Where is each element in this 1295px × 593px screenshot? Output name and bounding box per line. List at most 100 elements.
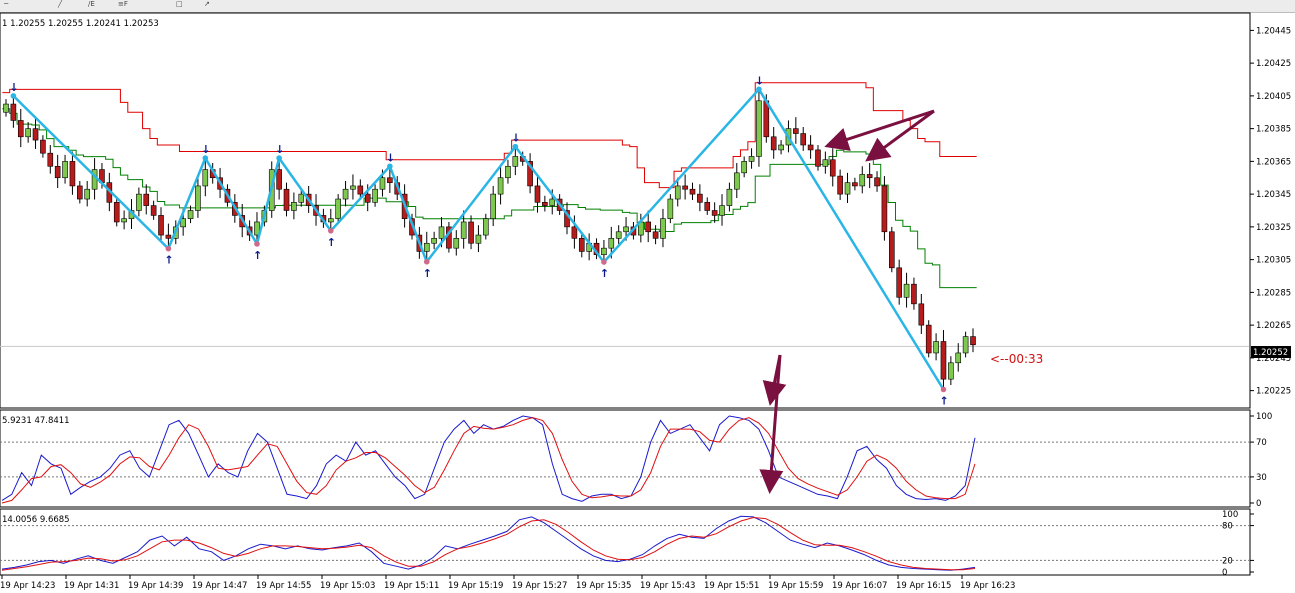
bull-candle: [667, 198, 674, 219]
fibonacci-icon[interactable]: ─: [4, 0, 9, 8]
bull-candle: [719, 205, 725, 216]
bear-candle: [645, 221, 652, 233]
ohlc-header: 1 1.20255 1.20255 1.20241 1.20253: [2, 19, 159, 29]
price-layer: ↓ ↑ ↓ ↑ ↓ ↑ ↓ ↑ ↓ ↑ ↓ ↑: [0, 74, 1249, 407]
bull-candle: [475, 234, 482, 244]
fibo-e-icon[interactable]: /E: [88, 0, 95, 8]
stoch1-level-label: 30: [1256, 473, 1267, 483]
bull-candle: [674, 185, 681, 200]
bull-candle: [748, 156, 755, 162]
bear-candle: [866, 174, 873, 179]
x-tick-label: 19 Apr 15:51: [704, 581, 759, 591]
annotation-arrow: [759, 354, 784, 494]
stoch2-main-line: [1, 515, 976, 571]
bear-candle: [918, 303, 925, 326]
bear-candle: [874, 177, 880, 187]
current-price-label: 1.20252: [1253, 348, 1288, 358]
bull-candle: [335, 198, 341, 219]
arrow-tool-icon[interactable]: ↗: [204, 0, 210, 8]
bear-candle: [578, 238, 585, 252]
stoch1-panel: [0, 409, 1251, 508]
x-tick-label: 19 Apr 14:47: [192, 581, 247, 591]
stoch1-level-label: 0: [1256, 499, 1261, 509]
bull-candle: [180, 218, 186, 228]
y-tick-label: 1.20445: [1256, 26, 1291, 36]
bear-candle: [911, 283, 917, 305]
bull-candle: [623, 226, 629, 233]
bull-candle: [431, 238, 437, 244]
bull-candle: [660, 218, 666, 239]
bull-candle: [84, 188, 90, 200]
fibo-f-icon[interactable]: ≡F: [118, 0, 128, 8]
bar-countdown: <--00:33: [990, 352, 1043, 366]
bear-candle: [837, 175, 843, 195]
bear-candle: [468, 221, 474, 244]
bull-candle: [601, 247, 607, 256]
bear-candle: [889, 231, 895, 269]
bull-candle: [844, 182, 851, 195]
bull-candle: [756, 100, 762, 157]
stoch1-header: 5.9231 47.8411: [2, 416, 70, 426]
bear-candle: [534, 185, 541, 203]
bull-candle: [778, 144, 784, 151]
shapes-icon[interactable]: □: [176, 0, 183, 8]
buy-arrow-icon: ↑: [939, 394, 948, 407]
stoch2-signal-line: [1, 516, 976, 571]
bull-candle: [955, 352, 962, 364]
bull-candle: [187, 210, 194, 219]
bear-candle: [77, 185, 83, 200]
bear-candle: [10, 103, 17, 121]
x-tick-label: 19 Apr 15:03: [320, 581, 375, 591]
bull-candle: [136, 193, 142, 211]
bear-candle: [165, 234, 172, 239]
y-tick-label: 1.20385: [1256, 125, 1291, 135]
bull-candle: [372, 188, 378, 203]
buy-arrow-icon: ↑: [164, 254, 173, 267]
x-tick-label: 19 Apr 16:15: [896, 581, 951, 591]
y-tick-label: 1.20285: [1256, 288, 1291, 298]
x-tick-label: 19 Apr 14:31: [64, 581, 119, 591]
stoch2-level-label: 100: [1222, 510, 1238, 520]
bear-candle: [815, 149, 821, 167]
y-tick-label: 1.20225: [1256, 387, 1291, 397]
bear-candle: [150, 205, 157, 216]
bull-candle: [423, 242, 430, 252]
bear-candle: [852, 182, 858, 187]
y-tick-label: 1.20405: [1256, 92, 1291, 102]
bull-candle: [254, 221, 260, 236]
stoch1-signal-line: [1, 417, 976, 504]
x-tick-label: 19 Apr 15:35: [576, 581, 631, 591]
x-tick-label: 19 Apr 15:43: [640, 581, 695, 591]
bull-candle: [549, 198, 556, 206]
bull-candle: [342, 188, 349, 200]
bull-candle: [438, 226, 445, 239]
sell-arrow-icon: ↓: [9, 81, 18, 94]
bear-candle: [158, 215, 164, 236]
bull-candle: [512, 156, 519, 167]
bear-candle: [571, 226, 578, 239]
bull-candle: [726, 188, 733, 206]
upper-band-line: [2, 82, 977, 189]
bull-candle: [327, 218, 334, 223]
y-tick-label: 1.20345: [1256, 190, 1291, 200]
bull-candle: [195, 185, 201, 211]
annotation-arrow: [824, 109, 935, 151]
bear-candle: [283, 188, 290, 211]
price-panel: [0, 12, 1251, 409]
x-tick-label: 19 Apr 14:55: [256, 581, 311, 591]
bull-candle: [3, 103, 9, 113]
stoch1-main-line: [1, 415, 976, 502]
zigzag-pivot: [387, 163, 393, 170]
bear-candle: [364, 193, 371, 203]
bull-candle: [121, 218, 127, 223]
bull-candle: [948, 362, 954, 380]
line-icon[interactable]: ╱: [58, 0, 63, 8]
bear-candle: [925, 324, 932, 354]
x-tick-label: 19 Apr 14:39: [128, 581, 183, 591]
bull-candle: [379, 177, 386, 190]
bull-candle: [615, 231, 622, 239]
stoch1-level-label: 70: [1256, 438, 1267, 448]
bull-candle: [859, 174, 866, 187]
stoch1-layer: [0, 415, 1249, 504]
